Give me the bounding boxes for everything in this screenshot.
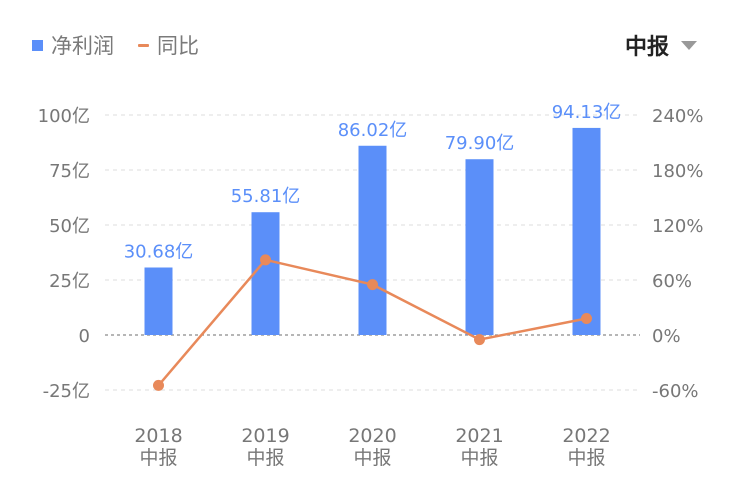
bar-value-label: 94.13亿 (552, 102, 622, 123)
x-axis-year-label: 2022 (562, 425, 610, 447)
bar-value-label: 55.81亿 (231, 186, 301, 207)
x-axis-year-label: 2019 (241, 425, 289, 447)
left-axis-tick-label: 0 (79, 326, 90, 347)
right-axis-tick-label: 180% (652, 161, 703, 182)
bar (358, 145, 387, 335)
bar (572, 127, 601, 335)
x-axis-year-label: 2020 (348, 425, 396, 447)
right-axis-tick-label: 120% (652, 216, 703, 237)
legend-item-net-profit[interactable]: 净利润 (32, 30, 114, 60)
left-axis-tick-label: 50亿 (49, 216, 90, 237)
yoy-point (474, 334, 485, 346)
legend-item-yoy[interactable]: 同比 (138, 30, 199, 60)
bar-value-label: 30.68亿 (124, 242, 194, 263)
left-axis-tick-label: -25亿 (43, 381, 90, 402)
legend-label-yoy: 同比 (157, 34, 199, 58)
yoy-point (260, 254, 271, 266)
bar (144, 267, 173, 335)
left-axis-tick-label: 100亿 (38, 106, 90, 127)
x-axis-period-label: 中报 (139, 447, 177, 469)
bar (465, 159, 494, 335)
left-axis-tick-label: 25亿 (49, 271, 90, 292)
x-axis-year-label: 2018 (134, 425, 182, 447)
right-axis-tick-label: 0% (652, 326, 681, 347)
period-dropdown[interactable]: 中报 (625, 29, 697, 61)
yoy-point (367, 279, 378, 291)
bar (251, 212, 280, 335)
yoy-point (581, 313, 592, 324)
caret-down-icon (681, 40, 697, 50)
bar-swatch-icon (32, 39, 43, 51)
right-axis-tick-label: -60% (652, 381, 699, 402)
yoy-point (153, 379, 164, 391)
line-swatch-icon (138, 43, 149, 47)
bar-value-label: 86.02亿 (338, 120, 408, 141)
x-axis-period-label: 中报 (460, 447, 498, 469)
x-axis-period-label: 中报 (353, 447, 391, 469)
right-axis-tick-label: 240% (652, 106, 703, 127)
x-axis-year-label: 2021 (455, 425, 503, 447)
x-axis-period-label: 中报 (567, 447, 605, 469)
right-axis-tick-label: 60% (652, 271, 692, 292)
legend: 净利润 同比 (32, 30, 199, 60)
x-axis-period-label: 中报 (246, 447, 284, 469)
bar-value-label: 79.90亿 (445, 133, 515, 154)
left-axis-tick-label: 75亿 (49, 161, 90, 182)
period-dropdown-value: 中报 (624, 35, 669, 60)
legend-label-net-profit: 净利润 (51, 34, 114, 58)
